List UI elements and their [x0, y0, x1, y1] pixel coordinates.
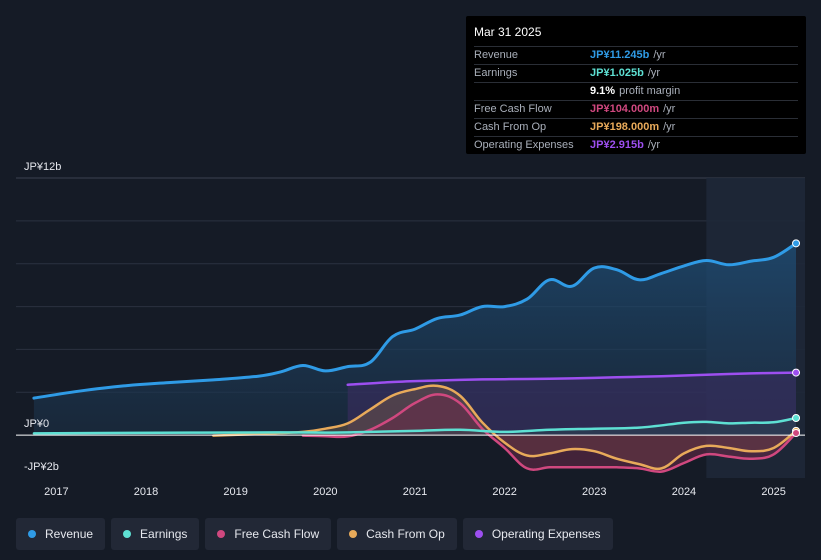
series-lines — [16, 241, 805, 473]
legend-item-operating-expenses[interactable]: Operating Expenses — [462, 518, 613, 550]
x-tick-label: 2019 — [223, 486, 247, 498]
x-tick-label: 2024 — [672, 486, 696, 498]
tooltip-row-label: Operating Expenses — [474, 139, 574, 151]
tooltip-row-label: Free Cash Flow — [474, 103, 552, 115]
opex-line — [346, 371, 798, 387]
gridlines — [16, 177, 805, 393]
revenue-end-marker — [792, 239, 801, 248]
tooltip-row-value: JP¥2.915b — [590, 139, 644, 151]
tooltip-row-value: JP¥11.245b — [590, 49, 650, 61]
legend-dot-icon — [474, 530, 483, 538]
tooltip-row-suffix: /yr — [663, 121, 676, 133]
opex-end-marker — [792, 368, 801, 377]
tooltip-row-label: Revenue — [474, 49, 519, 61]
earnings-area — [33, 418, 796, 436]
tooltip-row: Earnings JP¥1.025b/yr — [474, 64, 798, 82]
tooltip-row: Revenue JP¥11.245b/yr — [474, 46, 798, 64]
earnings-line — [32, 416, 798, 435]
legend-item-earnings[interactable]: Earnings — [111, 518, 200, 550]
tooltip-row-suffix: profit margin — [619, 85, 681, 97]
tooltip-row: 9.1% profit margin — [474, 82, 798, 100]
legend-item-free-cash-flow[interactable]: Free Cash Flow — [205, 518, 332, 550]
y-label-top: JP¥12b — [24, 161, 61, 173]
tooltip-row-suffix: /yr — [647, 139, 661, 151]
tooltip-date: Mar 31 2025 — [474, 25, 542, 39]
x-tick-label: 2025 — [761, 486, 785, 498]
legend-label: Earnings — [140, 527, 188, 541]
revenue-line — [32, 241, 798, 400]
fcf-area — [302, 394, 796, 472]
legend-label: Operating Expenses — [491, 527, 601, 541]
data-tooltip: Mar 31 2025 Revenue JP¥11.245b/yr Earnings… — [466, 16, 806, 154]
legend-dot-icon — [123, 530, 132, 538]
series-end-markers — [792, 239, 801, 437]
tooltip-rows: Revenue JP¥11.245b/yr Earnings JP¥1.025b/yr… — [474, 46, 798, 154]
cfo-line — [212, 384, 798, 471]
tooltip-row-label — [474, 83, 590, 100]
x-tick-label: 2020 — [313, 486, 337, 498]
legend-dot-icon — [28, 530, 36, 538]
x-axis-ticks: 2017 2018 2019 2020 2021 2022 2023 2024 2025 — [44, 486, 786, 498]
x-tick-label: 2022 — [492, 486, 516, 498]
legend-dot-icon — [349, 530, 358, 538]
x-tick-label: 2021 — [403, 486, 427, 498]
x-tick-label: 2017 — [44, 486, 68, 498]
tooltip-row-value: JP¥104.000m — [590, 103, 660, 115]
tooltip-row-value: 9.1% — [590, 85, 616, 97]
fcf-line — [301, 393, 798, 473]
tooltip-row: Operating Expenses JP¥2.915b/yr — [474, 136, 798, 154]
legend-label: Revenue — [45, 527, 94, 541]
tooltip-row-value: JP¥1.025b — [590, 67, 644, 79]
fcf-end-marker — [792, 429, 801, 437]
series-areas — [33, 243, 797, 472]
tooltip-row-label: Earnings — [474, 67, 518, 79]
legend-label: Cash From Op — [366, 527, 445, 541]
tooltip-row-value: JP¥198.000m — [590, 121, 660, 133]
area-chart: JP¥12b JP¥0 -JP¥2b 2017 2018 2019 2020 2021 2… — [16, 161, 805, 498]
tooltip-row-suffix: /yr — [663, 103, 676, 115]
tooltip-row: Cash From Op JP¥198.000m/yr — [474, 118, 798, 136]
earnings-end-marker — [792, 414, 801, 422]
legend-dot-icon — [217, 530, 226, 538]
legend-item-cash-from-op[interactable]: Cash From Op — [337, 518, 457, 550]
legend-item-revenue[interactable]: Revenue — [16, 518, 106, 550]
x-tick-label: 2023 — [582, 486, 606, 498]
y-label-zero: JP¥0 — [24, 418, 49, 430]
tooltip-row-label: Cash From Op — [474, 121, 547, 133]
tooltip-row-suffix: /yr — [647, 67, 661, 79]
x-tick-label: 2018 — [134, 486, 158, 498]
tooltip-row-suffix: /yr — [653, 49, 666, 61]
chart-legend: Revenue Earnings Free Cash Flow Cash From O… — [16, 518, 613, 550]
y-label-bottom: -JP¥2b — [24, 461, 59, 473]
legend-label: Free Cash Flow — [234, 527, 320, 541]
tooltip-row: Free Cash Flow JP¥104.000m/yr — [474, 100, 798, 118]
